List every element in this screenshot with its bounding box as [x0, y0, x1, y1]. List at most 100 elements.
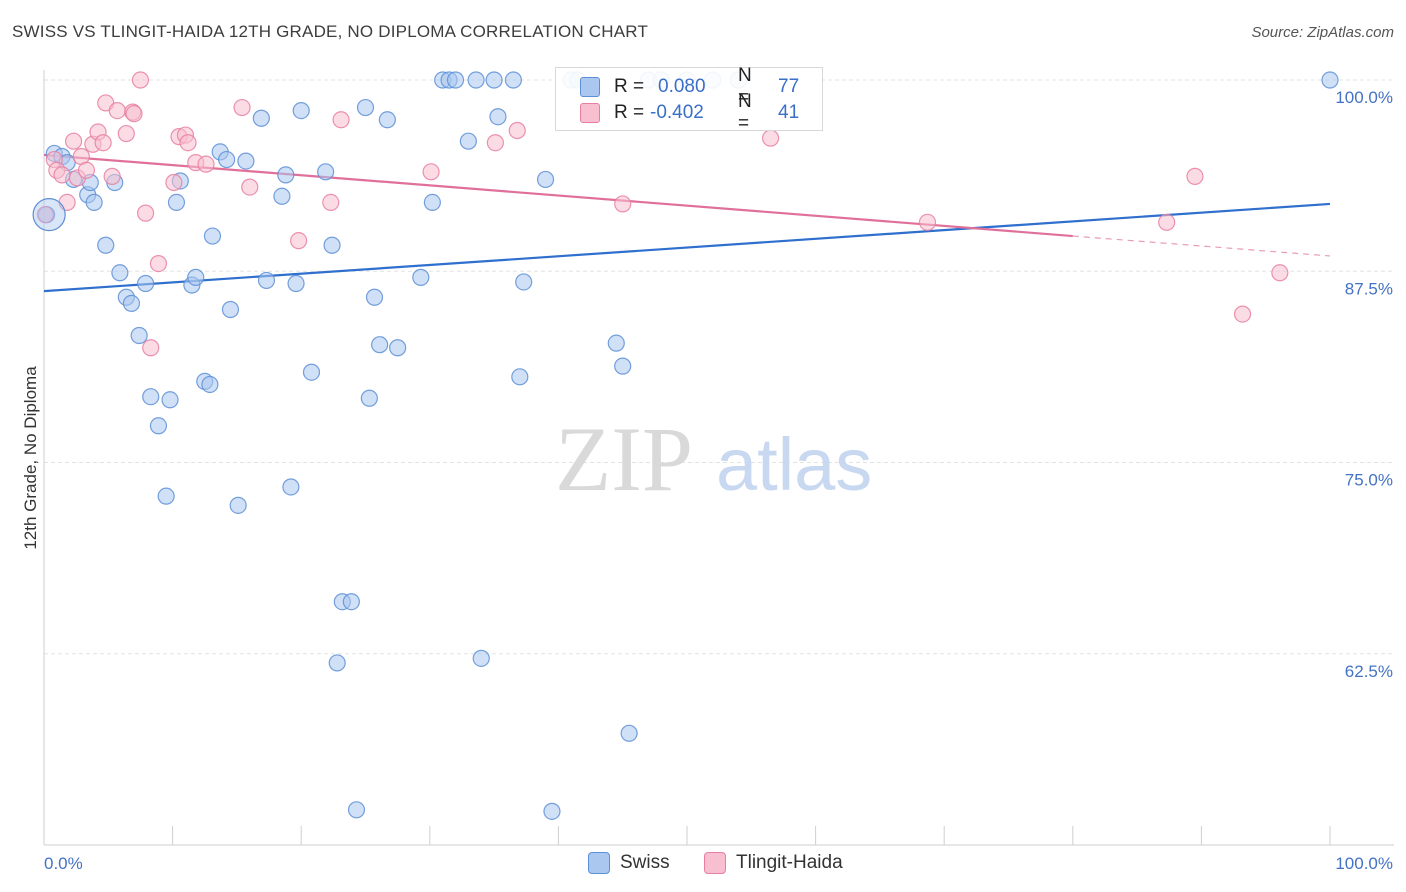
x-tick-labels: 0.0% 100.0% [44, 854, 1393, 873]
legend-n-label: N = [738, 91, 752, 134]
tlingit-point [197, 155, 215, 173]
trend-layer [43, 153, 1331, 293]
swiss-point [356, 98, 375, 117]
swiss-point [122, 294, 141, 312]
tlingit-trend-line [43, 153, 1073, 238]
tlingit-point [1233, 305, 1252, 323]
tlingit-swatch [580, 103, 600, 123]
y-axis-label: 12th Grade, No Diploma [21, 366, 40, 550]
tlingit-trend-extension [1072, 235, 1331, 257]
swiss-point [97, 236, 115, 254]
swiss-point [167, 193, 186, 211]
tlingit-point [322, 193, 340, 211]
swiss-point [85, 193, 103, 211]
swiss-point [287, 274, 305, 293]
tlingit-point [165, 173, 183, 192]
legend-tlingit-label: Tlingit-Haida [736, 852, 843, 873]
y-tick-labels: 100.0% 87.5% 75.0% 62.5% [1335, 88, 1393, 681]
tlingit-point [422, 163, 440, 181]
legend-item-tlingit[interactable]: Tlingit-Haida [704, 852, 843, 874]
swiss-point [130, 326, 148, 345]
swiss-point [467, 71, 485, 89]
swiss-point [221, 300, 240, 319]
legend-r-value: -0.402 [650, 102, 704, 123]
chart-title: SWISS VS TLINGIT-HAIDA 12TH GRADE, NO DI… [12, 22, 649, 41]
legend-r-label: R = [614, 102, 645, 123]
legend-n-value: 41 [778, 102, 800, 123]
watermark-atlas: atlas [716, 423, 872, 506]
tlingit-point [117, 124, 135, 143]
tlingit-point [233, 98, 251, 117]
swiss-point [511, 368, 529, 386]
swiss-point [1321, 71, 1339, 89]
swiss-point [257, 271, 276, 290]
tlingit-point [53, 166, 71, 184]
swiss-point [187, 268, 205, 286]
swiss-point [342, 593, 360, 611]
swiss-point [504, 71, 522, 89]
swiss-point [371, 336, 389, 354]
swiss-trend-line [43, 202, 1331, 293]
swiss-point [201, 375, 219, 394]
swiss-point [149, 417, 168, 435]
swiss-point [360, 389, 378, 407]
swiss-point [328, 654, 346, 672]
legend-row-swiss: R = 0.080 N = 77 [580, 65, 800, 108]
tlingit-point [149, 255, 168, 273]
swiss-point [237, 152, 255, 170]
swiss-swatch [588, 852, 610, 874]
swiss-point [412, 268, 430, 286]
tlingit-point [94, 134, 112, 152]
legend-n-label: N = [738, 65, 752, 108]
swiss-point [157, 487, 175, 505]
swiss-point [515, 273, 533, 291]
watermark-zip: ZIP [555, 408, 693, 510]
watermark: ZIP atlas [555, 408, 872, 510]
tlingit-point [614, 195, 632, 213]
swiss-point [136, 274, 155, 293]
legend-swiss-label: Swiss [620, 852, 670, 873]
y-tick-label: 62.5% [1345, 662, 1393, 681]
swiss-point [277, 166, 295, 184]
tlingit-point [1186, 167, 1204, 185]
swiss-point [536, 170, 555, 189]
series-legend: Swiss Tlingit-Haida [0, 852, 1406, 878]
swiss-point [218, 150, 236, 169]
source-label: Source: ZipAtlas.com [1251, 24, 1394, 41]
legend-row-tlingit: R = -0.402 N = 41 [580, 91, 800, 134]
swiss-point [111, 264, 129, 282]
tlingit-point [332, 111, 350, 129]
tlingit-point [1271, 264, 1289, 282]
swiss-point-large [32, 198, 66, 232]
swiss-point [229, 496, 247, 514]
swiss-point [317, 163, 335, 181]
x-tick-label-max: 100.0% [1335, 854, 1393, 873]
tlingit-point [179, 134, 197, 152]
swiss-point [142, 388, 160, 406]
legend-item-swiss[interactable]: Swiss [588, 852, 670, 874]
legend-r-value: 0.080 [658, 76, 706, 97]
tlingit-point [131, 71, 150, 89]
tlingit-point [64, 132, 83, 150]
tlingit-point [77, 161, 96, 179]
tlingit-point [103, 167, 121, 185]
swiss-point [365, 288, 384, 306]
swiss-point [252, 109, 270, 127]
legend-r-label: R = [614, 76, 645, 97]
y-tick-label: 87.5% [1345, 279, 1393, 298]
swiss-point [273, 187, 291, 205]
swiss-point [620, 724, 638, 742]
y-tick-label: 100.0% [1335, 88, 1393, 107]
legend-n-value: 77 [778, 76, 800, 97]
x-tick-label-min: 0.0% [44, 854, 83, 873]
swiss-point [347, 801, 366, 819]
swiss-point [389, 339, 407, 357]
y-tick-label: 75.0% [1345, 471, 1393, 490]
tlingit-point [142, 339, 160, 357]
swiss-point [489, 108, 507, 126]
swiss-point [203, 227, 222, 245]
swiss-point [614, 357, 632, 375]
tlingit-swatch [704, 852, 726, 874]
tlingit-point [1158, 213, 1176, 231]
